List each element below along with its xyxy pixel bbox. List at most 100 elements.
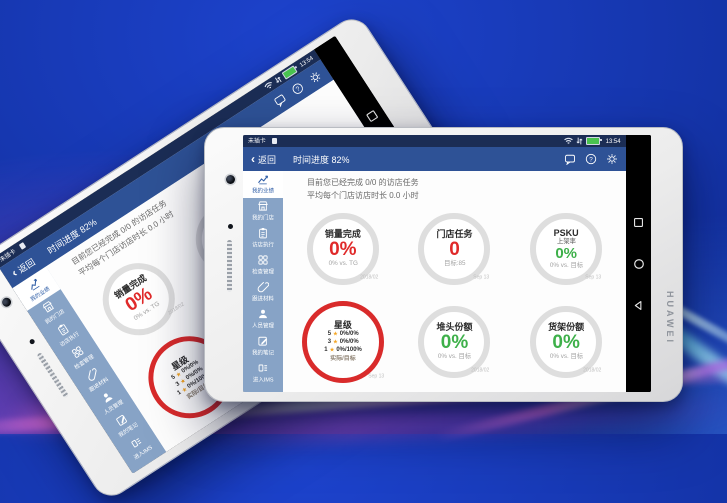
front-camera-icon bbox=[226, 175, 235, 184]
sidebar-item-label: 我的门店 bbox=[252, 215, 274, 222]
gauge-date: 2018/02 bbox=[166, 301, 185, 316]
square-icon bbox=[634, 217, 643, 227]
gauge-title: 堆头份额 bbox=[436, 322, 473, 332]
huawei-logo: HUAWEI bbox=[665, 291, 675, 345]
home-button[interactable] bbox=[633, 258, 645, 270]
gauge-display-share[interactable]: 堆头份额 0% 0% vs. 目标 2018/02 bbox=[418, 305, 491, 378]
gauge-date: 2018/02 bbox=[359, 274, 378, 280]
status-bar: 未插卡 13:54 bbox=[0, 49, 321, 269]
sidebar-item-notes[interactable]: 我的笔记 bbox=[243, 333, 283, 360]
gauge-title: 销量完成 bbox=[324, 229, 361, 239]
gauge-date: 2018/02 bbox=[471, 367, 490, 373]
gauge-value: 0% bbox=[552, 332, 580, 353]
back-button[interactable]: ‹ 返回 bbox=[251, 153, 276, 166]
status-bar: 未插卡 13:54 bbox=[243, 135, 626, 147]
dashboard-main: 目前您已经完成 0/0 的访店任务 平均每个门店访店时长 0.0 小时 销量完成… bbox=[283, 171, 626, 392]
data-arrows-icon bbox=[576, 137, 583, 145]
clipboard-icon bbox=[259, 227, 267, 239]
scene: { "colors": { "red": "#e02a2a", "green":… bbox=[0, 0, 727, 434]
gear-icon bbox=[310, 72, 321, 83]
gauge-date: Sep 13 bbox=[367, 373, 384, 379]
sim-status-text: 未插卡 bbox=[248, 138, 266, 145]
svg-text:?: ? bbox=[295, 85, 302, 93]
triangle-icon bbox=[634, 300, 642, 310]
gauge-title: 星级 bbox=[333, 320, 352, 330]
star-row-5: 5 ★ 0%/0% bbox=[327, 330, 359, 337]
svg-text:?: ? bbox=[589, 156, 593, 163]
message-button[interactable] bbox=[564, 153, 576, 165]
light-sensor-icon bbox=[28, 338, 36, 346]
store-icon bbox=[43, 301, 54, 313]
help-button[interactable]: ? bbox=[289, 80, 306, 97]
sim-icon bbox=[18, 242, 27, 250]
sidebar-item-label: 人员管理 bbox=[252, 323, 274, 330]
performance-chart-icon bbox=[258, 175, 268, 185]
sidebar-item-label: 我的业绩 bbox=[252, 188, 274, 195]
clock-text: 13:54 bbox=[606, 138, 621, 144]
gauge-sub: 0% vs. 目标 bbox=[549, 261, 583, 269]
help-button[interactable]: ? bbox=[585, 153, 597, 165]
sidebar-item-materials[interactable]: 跟进材料 bbox=[243, 279, 283, 306]
message-button[interactable] bbox=[272, 92, 289, 109]
paperclip-icon bbox=[257, 282, 269, 293]
sidebar-item-inspection[interactable]: 检查管理 bbox=[243, 252, 283, 279]
android-nav-bar bbox=[626, 135, 651, 392]
gauge-psku[interactable]: PSKU 上架率 0% 0% vs. 目标 Sep 13 bbox=[530, 212, 603, 285]
gauge-date: 2018/02 bbox=[582, 367, 602, 373]
sidebar-item-stores[interactable]: 我的门店 bbox=[27, 289, 75, 333]
gauge-value: 0% bbox=[555, 244, 577, 262]
sidebar-item-performance[interactable]: 我的业绩 bbox=[12, 266, 61, 311]
battery-icon bbox=[586, 137, 603, 145]
sidebar-item-stores[interactable]: 我的门店 bbox=[243, 198, 283, 225]
gauge-date: Sep 13 bbox=[585, 274, 602, 280]
data-arrows-icon bbox=[275, 76, 283, 83]
sidebar: 我的业绩 我的门店 访店执行 bbox=[243, 171, 283, 392]
speaker-grille bbox=[227, 240, 232, 292]
star-icon: ★ bbox=[329, 347, 335, 353]
gauge-title: PSKU bbox=[553, 227, 579, 238]
sidebar-item-enter-ims[interactable]: 进入IMS bbox=[243, 360, 283, 387]
back-label: 返回 bbox=[16, 256, 37, 275]
back-nav-button[interactable] bbox=[633, 300, 644, 311]
app-bar: ‹ 返回 时间进度 82% ? bbox=[243, 147, 626, 171]
app-bar: ‹ 返回 时间进度 82% ? bbox=[0, 59, 334, 289]
star-icon: ★ bbox=[332, 331, 338, 337]
front-camera-icon bbox=[0, 295, 13, 309]
chat-bubble-icon bbox=[565, 154, 575, 165]
sidebar-item-label: 检查管理 bbox=[252, 269, 274, 276]
recents-button[interactable] bbox=[364, 108, 379, 123]
app-screen: 未插卡 13:54 ‹ 返回 时间进度 82% bbox=[243, 135, 626, 392]
chevron-left-icon: ‹ bbox=[251, 151, 255, 166]
sidebar-item-visits[interactable]: 访店执行 bbox=[243, 225, 283, 252]
settings-button[interactable] bbox=[307, 69, 324, 86]
gauge-value: 0% bbox=[440, 332, 469, 353]
grid-icon bbox=[258, 255, 268, 265]
recents-button[interactable] bbox=[633, 217, 644, 228]
time-progress-label: 时间进度 82% bbox=[293, 154, 350, 165]
settings-button[interactable] bbox=[606, 153, 618, 165]
intro-line-2: 平均每个门店访店时长 0.0 小时 bbox=[307, 191, 419, 200]
intro-line-1: 目前您已经完成 0/0 的访店任务 bbox=[307, 178, 419, 187]
notes-icon bbox=[258, 336, 268, 346]
gauge-shelf-share[interactable]: 货架份额 0% 0% vs. 目标 2018/02 bbox=[530, 305, 603, 378]
document-icon bbox=[258, 364, 268, 372]
gauge-store-tasks[interactable]: 门店任务 0 目标:85 Sep 13 bbox=[418, 212, 491, 285]
performance-chart-icon bbox=[31, 278, 40, 291]
back-label: 返回 bbox=[258, 154, 277, 165]
sidebar-item-performance[interactable]: 我的业绩 bbox=[243, 171, 283, 198]
gauge-sub: 0% vs. 目标 bbox=[549, 353, 583, 360]
gauge-title: 货架份额 bbox=[548, 322, 585, 332]
gauge-value: 0% bbox=[329, 239, 357, 260]
gauge-star-rating[interactable]: 星级 5★0%/0% 3★0%/0% 1★0%/100% 实际/目标 Sep 1… bbox=[301, 300, 384, 383]
light-sensor-icon bbox=[228, 224, 233, 229]
gauge-value: 0 bbox=[449, 239, 460, 260]
sidebar-item-label: 访店执行 bbox=[252, 242, 274, 249]
gauge-footer: 实际/目标 bbox=[330, 355, 356, 362]
square-icon bbox=[366, 109, 378, 122]
gauge-sales-completion[interactable]: 销量完成 0% 0% vs. TG 2018/02 bbox=[306, 212, 379, 285]
wifi-icon bbox=[564, 137, 574, 144]
sidebar-item-personnel[interactable]: 人员管理 bbox=[243, 306, 283, 333]
people-icon bbox=[259, 309, 267, 319]
gauge-subtitle: 上架率 bbox=[556, 237, 576, 245]
wifi-icon bbox=[265, 81, 273, 89]
